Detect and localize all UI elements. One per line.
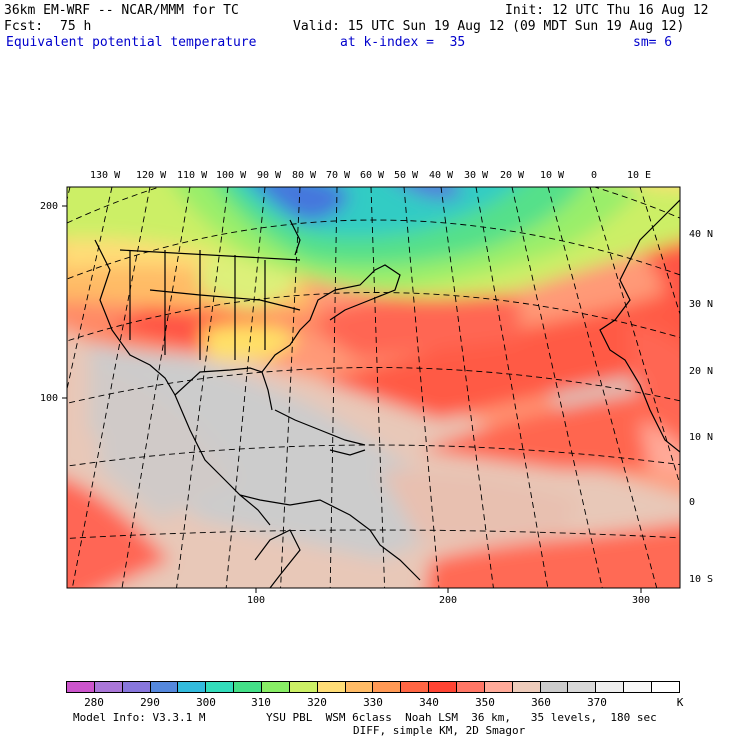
- lat-label: 20 N: [689, 366, 714, 377]
- lat-label: 30 N: [689, 299, 714, 310]
- color-scale-label: 350: [475, 696, 495, 709]
- lon-label: 50 W: [394, 170, 419, 181]
- grid-x-label: 200: [439, 595, 458, 606]
- color-scale-cell: [568, 682, 597, 692]
- color-scale-cell: [206, 682, 235, 692]
- color-scale-cell: [317, 682, 346, 692]
- color-scale-cell: [512, 682, 541, 692]
- lat-label: 10 S: [689, 574, 714, 585]
- color-scale-cell: [457, 682, 485, 692]
- forecast-label: Fcst:: [4, 19, 44, 34]
- color-scale-label: 370: [587, 696, 607, 709]
- color-scale-cell: [373, 682, 402, 692]
- model-title: 36km EM-WRF -- NCAR/MMM for TC: [4, 3, 239, 18]
- level-label: at k-index = 35: [340, 35, 466, 50]
- lon-label: 30 W: [464, 170, 489, 181]
- color-scale-cell: [540, 682, 569, 692]
- physics-info: YSU PBL WSM 6class Noah LSM 36 km, 35 le…: [266, 711, 657, 724]
- grid-y-label: 100: [40, 393, 59, 404]
- lon-label: 110 W: [177, 170, 208, 181]
- lat-label: 40 N: [689, 229, 714, 240]
- lon-label: 10 E: [627, 170, 652, 181]
- color-scale-cell: [624, 682, 653, 692]
- lon-label: 60 W: [360, 170, 385, 181]
- lon-label: 100 W: [216, 170, 247, 181]
- color-scale-label: 320: [307, 696, 327, 709]
- lon-label: 20 W: [500, 170, 525, 181]
- lon-label: 10 W: [540, 170, 565, 181]
- lon-label: 80 W: [292, 170, 317, 181]
- model-info: Model Info: V3.3.1 M: [73, 711, 206, 724]
- color-scale-label: 310: [251, 696, 271, 709]
- color-scale-cell: [596, 682, 625, 692]
- graticule: [67, 187, 680, 588]
- color-scale-label: 300: [196, 696, 216, 709]
- color-scale-label: 360: [531, 696, 551, 709]
- color-scale-cell: [484, 682, 513, 692]
- color-scale-cell: [67, 682, 95, 692]
- lon-label: 40 W: [429, 170, 454, 181]
- color-scale-unit: K: [676, 696, 684, 709]
- grid-y-label: 200: [40, 201, 59, 212]
- valid-time: Valid: 15 UTC Sun 19 Aug 12 (09 MDT Sun …: [293, 19, 685, 34]
- color-scale-cell: [429, 682, 458, 692]
- color-scale-cell: [94, 682, 123, 692]
- temperature-field: [67, 187, 680, 588]
- lon-label: 120 W: [136, 170, 167, 181]
- color-scale-label: 280: [84, 696, 104, 709]
- color-scale-cell: [178, 682, 207, 692]
- lon-label: 90 W: [257, 170, 282, 181]
- color-scale-cell: [652, 682, 679, 692]
- grid-x-label: 100: [247, 595, 266, 606]
- lon-label: 70 W: [326, 170, 351, 181]
- color-scale-cell: [150, 682, 179, 692]
- grid-x-label: 300: [632, 595, 651, 606]
- lon-label: 130 W: [90, 170, 121, 181]
- color-scale-cell: [234, 682, 263, 692]
- lon-label: 0: [591, 170, 598, 181]
- color-scale-label: 340: [419, 696, 439, 709]
- color-scale-cell: [345, 682, 374, 692]
- color-scale-cell: [262, 682, 290, 692]
- field-name: Equivalent potential temperature: [6, 35, 257, 50]
- coastlines: [94, 199, 680, 588]
- frame-ticks: [62, 205, 642, 593]
- color-scale-cell: [122, 682, 151, 692]
- color-scale-bar: [66, 681, 680, 693]
- map-frame: [66, 186, 681, 589]
- color-scale-cell: [289, 682, 318, 692]
- smoothing-label: sm= 6: [633, 35, 673, 50]
- color-scale-label: 290: [140, 696, 160, 709]
- diffusion-info: DIFF, simple KM, 2D Smagor: [353, 724, 526, 737]
- init-time: Init: 12 UTC Thu 16 Aug 12: [505, 3, 709, 18]
- lat-label: 10 N: [689, 432, 714, 443]
- color-scale-cell: [401, 682, 430, 692]
- forecast-hours: 75 h: [60, 19, 92, 34]
- color-scale-label: 330: [363, 696, 383, 709]
- lat-label: 0: [689, 497, 696, 508]
